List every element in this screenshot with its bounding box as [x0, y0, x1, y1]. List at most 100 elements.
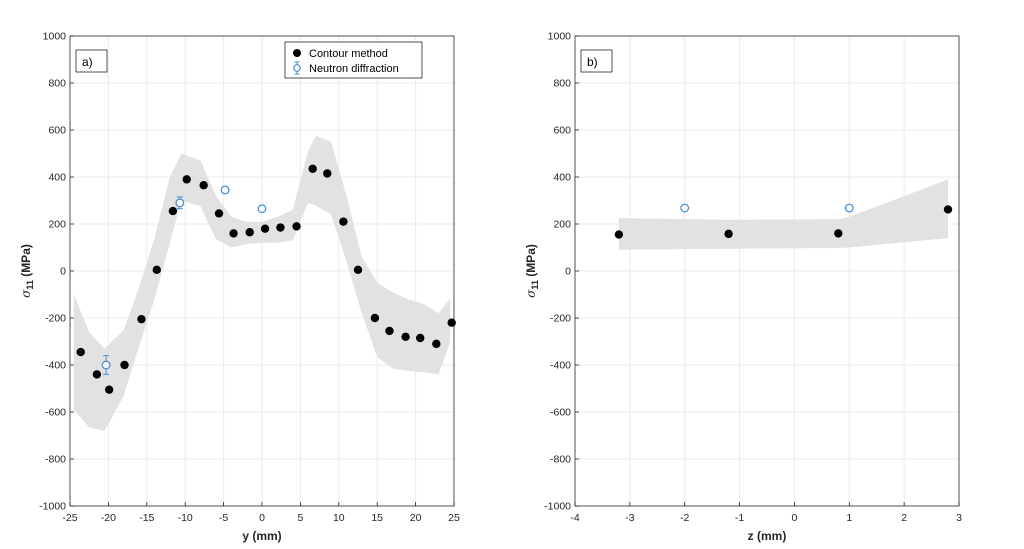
chart-panel-2: -4 -3 -2 -1 0 1 2 3 -1000 -800 -600 -400 -200 0 200 400…	[524, 31, 962, 544]
panel-1-contour-point-25	[447, 318, 456, 327]
panel-2-x-tick-label-6: 2	[901, 512, 907, 524]
panel-1-neutron-point-3	[220, 185, 230, 195]
panel-1-contour-point-2	[92, 370, 102, 379]
panel-1-contour-point-20	[370, 313, 380, 323]
panel-1-contour-point-11	[229, 229, 238, 238]
panel-1-x-tick-label-6: 5	[297, 512, 303, 524]
panel-1-uncertainty-band	[73, 135, 451, 431]
panel-1-y-tick-label-3: -400	[45, 360, 66, 372]
panel-1-contour-point-5	[137, 314, 146, 324]
panel-2-contour-point-4	[943, 205, 953, 214]
panel-1-legend-box	[284, 41, 423, 79]
panel-1-x-tick-label-4: -5	[219, 512, 228, 524]
panel-1-x-tick-label-0: -25	[62, 512, 77, 524]
panel-1-contour-point-1	[76, 347, 85, 357]
panel-1-x-tick-label-5: 0	[259, 512, 265, 524]
panel-2-y-axis-label: σ11 (MPa)	[524, 244, 540, 298]
panel-1-y-tick-label-1: -800	[45, 454, 66, 466]
panel-1-contour-point-19	[353, 265, 363, 275]
panel-1-neutron-point-1	[101, 360, 111, 370]
panel-2-y-tick-label-9: 800	[553, 78, 571, 90]
panel-1-series-1	[76, 164, 456, 394]
panel-1-contour-point-24	[432, 339, 441, 349]
panel-1-neutron-point-4	[257, 204, 267, 214]
panel-1-contour-point-12	[245, 228, 254, 237]
panel-2-panel-label: b)	[587, 55, 598, 69]
panel-1-contour-point-13	[260, 224, 270, 233]
panel-1-y-tick-label-8: 600	[48, 125, 66, 137]
panel-2-x-tick-label-7: 3	[956, 512, 962, 524]
panel-1-contour-point-8	[182, 175, 191, 184]
panel-1-legend-entry-1: Contour method	[309, 48, 388, 60]
panel-1-y-tick-label-9: 800	[48, 78, 66, 90]
panel-1-contour-point-14	[276, 223, 285, 232]
panel-2-grid	[575, 36, 959, 506]
panel-1-y-tick-label-5: 0	[60, 266, 66, 278]
panel-2-x-tick-label-1: -3	[625, 512, 634, 524]
chart-panel-1: -25 -20 -15 -10 -5 0 5 10 15 20 25 -1000 -800 -600 -40…	[19, 31, 460, 544]
panel-1-contour-point-15	[292, 222, 301, 231]
panel-1-x-tick-label-9: 20	[410, 512, 422, 524]
panel-2-contour-point-2	[724, 229, 733, 239]
panel-1-y-tick-label-0: -1000	[39, 501, 66, 513]
panel-1-contour-point-16	[308, 164, 317, 173]
panel-1-series-2	[101, 185, 267, 375]
panel-2-y-axis-label-subscript: 11	[530, 280, 540, 290]
panel-1-x-tick-label-7: 10	[333, 512, 345, 524]
panel-2-y-tick-label-8: 600	[553, 125, 571, 137]
panel-1-contour-point-9	[199, 181, 208, 190]
panel-2-x-tick-label-0: -4	[570, 512, 579, 524]
panel-1-y-axis-label-unit: (MPa)	[19, 244, 33, 280]
panel-2-y-tick-label-6: 200	[553, 219, 571, 231]
panel-1-contour-point-6	[152, 265, 161, 275]
panel-1-contour-point-22	[401, 332, 410, 341]
panel-1-x-tick-label-8: 15	[371, 512, 383, 524]
panel-1-y-axis-label-symbol: σ	[19, 289, 33, 298]
panel-1-x-tick-label-10: 25	[448, 512, 460, 524]
panel-2-x-tick-label-3: -1	[735, 512, 744, 524]
panel-2-y-tick-label-0: -1000	[544, 501, 571, 513]
panel-2-y-tick-label-5: 0	[565, 266, 571, 278]
panel-2-y-tick-label-1: -800	[550, 454, 571, 466]
panel-2-uncertainty-band	[618, 179, 948, 250]
panel-1-x-tick-label-2: -15	[139, 512, 154, 524]
panel-1-y-tick-label-2: -600	[45, 407, 66, 419]
panel-1-contour-point-10	[214, 209, 224, 218]
panel-2-x-tick-label-5: 1	[846, 512, 852, 524]
panel-1-legend-neutron-marker	[293, 64, 301, 72]
panel-2-y-tick-label-2: -600	[550, 407, 571, 419]
panel-1-contour-point-18	[339, 217, 348, 226]
panel-1-y-tick-label-6: 200	[48, 219, 66, 231]
panel-1-contour-point-7	[168, 206, 178, 216]
panel-1-contour-point-23	[416, 333, 425, 343]
panel-1-x-tick-label-3: -10	[178, 512, 193, 524]
panel-2-neutron-point-1	[680, 203, 690, 213]
panel-1-neutron-point-2	[175, 198, 185, 208]
panel-2-x-axis-label: z (mm)	[748, 529, 787, 543]
panel-1-y-tick-label-7: 400	[48, 172, 66, 184]
panel-2-x-tick-label-4: 0	[792, 512, 798, 524]
panel-1-panel-label: a)	[82, 55, 93, 69]
panel-1-panel-label-box	[75, 49, 108, 73]
panel-1-contour-point-21	[385, 326, 394, 336]
panel-1-legend: Contour method Neutron diffraction	[284, 41, 423, 79]
panel-1-contour-point-4	[120, 360, 129, 370]
panel-2-x-tick-label-2: -2	[680, 512, 689, 524]
panel-2-series-1	[614, 205, 953, 239]
panel-1-x-axis-label: y (mm)	[242, 529, 281, 543]
panel-2-y-tick-label-4: -200	[550, 313, 571, 325]
panel-2-y-tick-label-3: -400	[550, 360, 571, 372]
panel-2-y-tick-label-10: 1000	[548, 31, 572, 43]
panel-1-legend-entry-2: Neutron diffraction	[309, 63, 399, 75]
panel-2-y-axis-label-unit: (MPa)	[524, 244, 538, 280]
panel-1-y-tick-label-4: -200	[45, 313, 66, 325]
panel-2-y-tick-label-7: 400	[553, 172, 571, 184]
panel-1-x-tick-label-1: -20	[101, 512, 116, 524]
panel-2-panel-label-box	[580, 49, 613, 73]
panel-2-contour-point-1	[614, 230, 624, 239]
panel-1-y-axis-label: σ11 (MPa)	[19, 244, 35, 298]
panel-2-series-2	[680, 203, 854, 213]
panel-2-neutron-point-2	[844, 203, 854, 213]
panel-1-legend-contour-marker	[293, 49, 301, 57]
